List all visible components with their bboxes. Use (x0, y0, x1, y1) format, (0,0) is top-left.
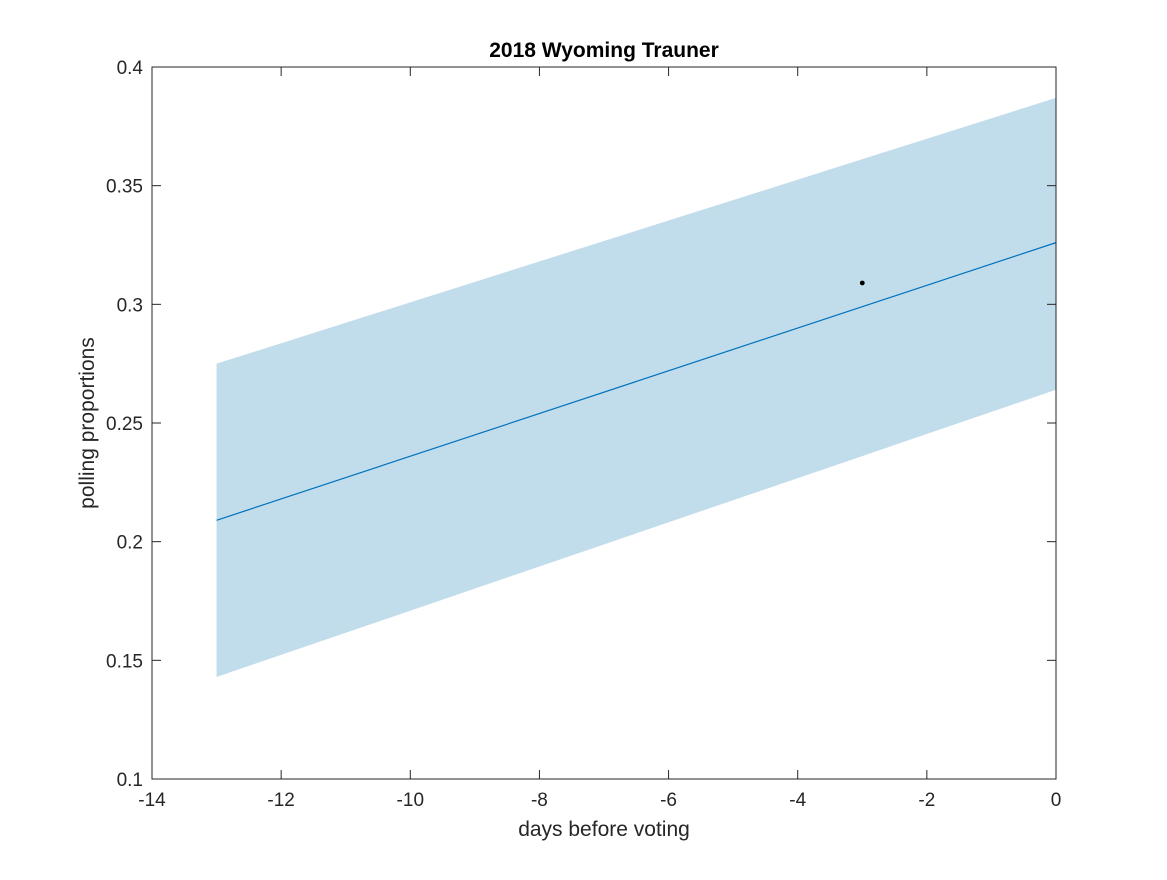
y-tick-label-0: 0.1 (117, 770, 143, 791)
y-tick-label-3: 0.25 (106, 414, 143, 435)
x-tick-label-3: -8 (531, 790, 548, 811)
x-tick-label-7: 0 (1051, 790, 1062, 811)
trend-line (216, 242, 1057, 521)
x-tick-label-0: -14 (138, 790, 166, 811)
confidence-band (216, 97, 1057, 677)
x-axis-label: days before voting (518, 818, 690, 841)
x-tick-label-2: -10 (397, 790, 424, 811)
data-point-0 (859, 280, 865, 286)
y-tick-label-1: 0.15 (106, 651, 143, 672)
y-tick-label-5: 0.35 (106, 177, 143, 198)
x-tick-label-5: -4 (789, 790, 806, 811)
x-tick-label-1: -12 (267, 790, 294, 811)
y-tick-label-6: 0.4 (117, 58, 144, 79)
y-tick-label-2: 0.2 (117, 533, 143, 554)
y-tick-label-4: 0.3 (117, 295, 143, 316)
x-tick-label-4: -6 (660, 790, 677, 811)
y-axis-label: polling proportions (76, 337, 99, 509)
chart-title: 2018 Wyoming Trauner (489, 39, 719, 62)
x-tick-label-6: -2 (918, 790, 935, 811)
